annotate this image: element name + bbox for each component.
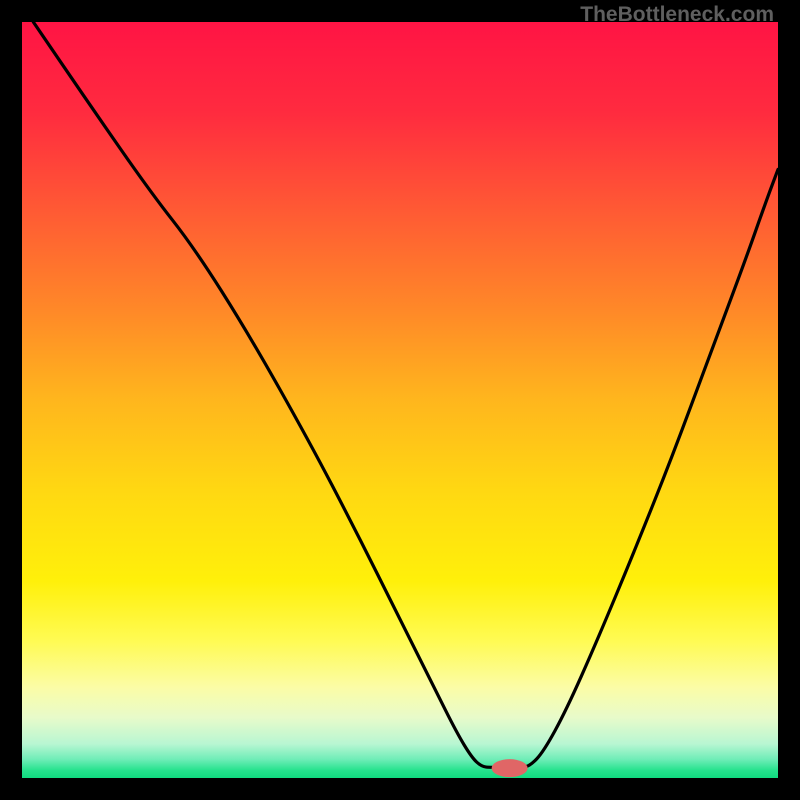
gradient-background (22, 22, 778, 778)
chart-svg (22, 22, 778, 778)
optimal-marker (492, 759, 528, 777)
plot-area (22, 22, 778, 778)
watermark-text: TheBottleneck.com (580, 3, 774, 27)
chart-frame: TheBottleneck.com (0, 0, 800, 800)
